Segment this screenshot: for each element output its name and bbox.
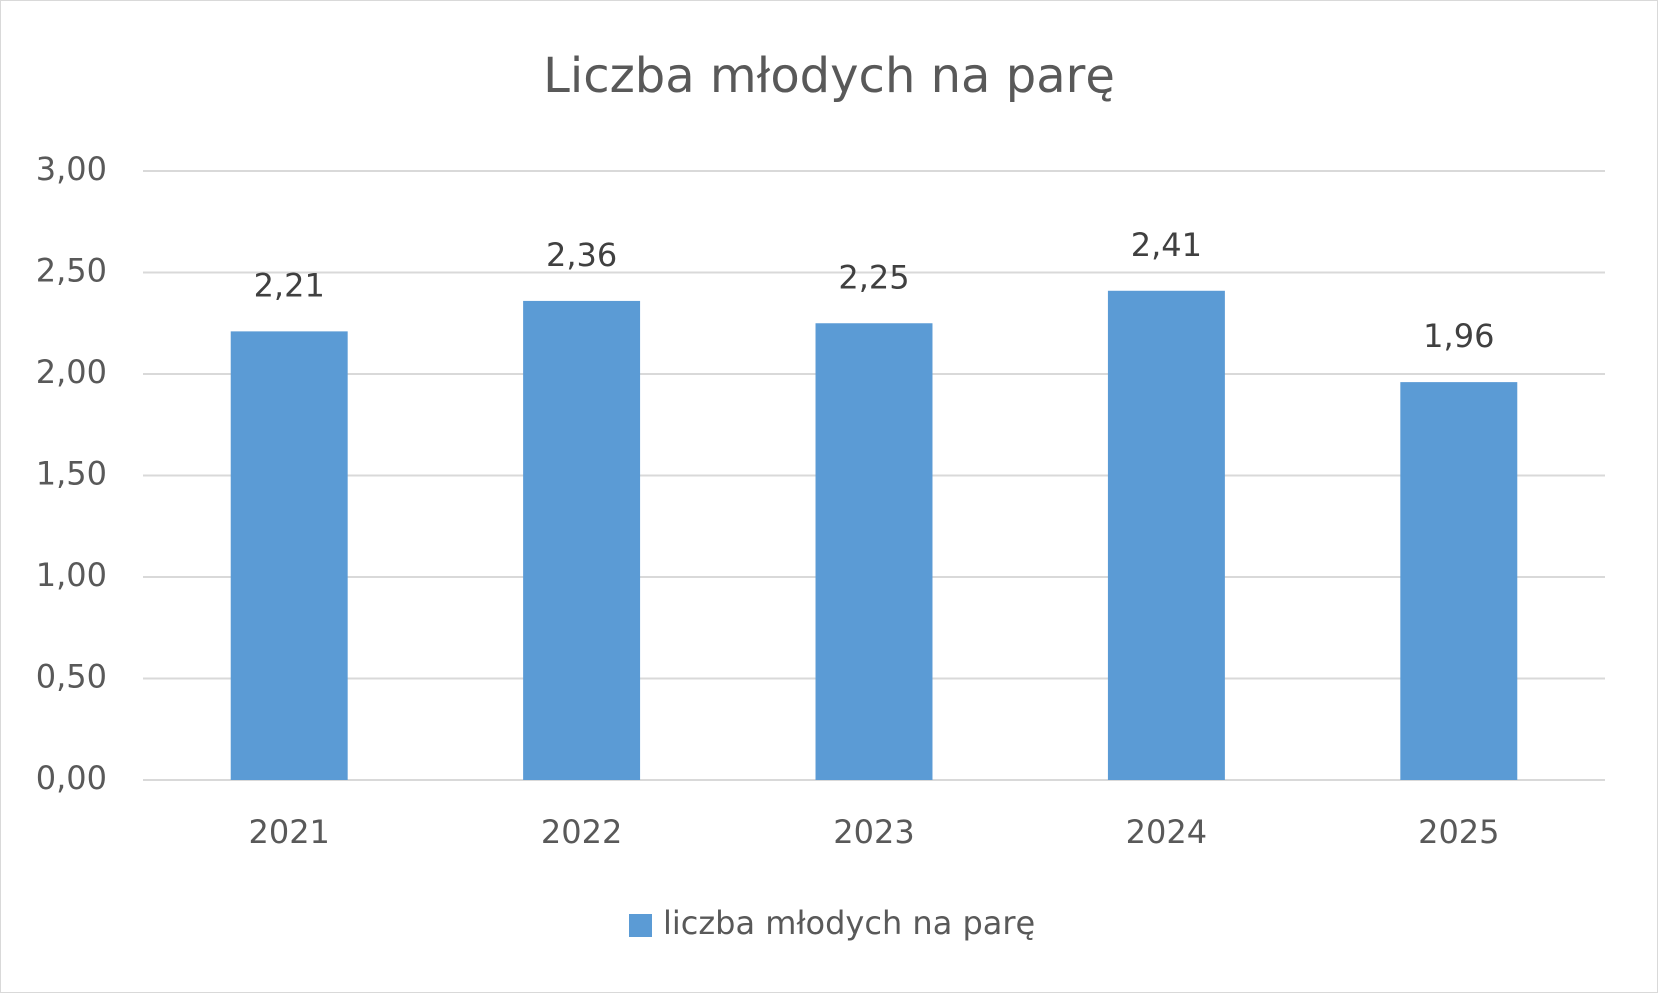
y-tick-label: 3,00: [36, 150, 107, 188]
data-label: 2,36: [546, 236, 617, 274]
chart-title: Liczba młodych na parę: [543, 48, 1115, 104]
data-label: 2,25: [838, 258, 909, 296]
data-label: 2,41: [1131, 226, 1202, 264]
x-tick-label: 2024: [1126, 813, 1207, 851]
y-tick-label: 2,50: [36, 252, 107, 290]
bar: [230, 331, 348, 780]
y-tick-label: 0,50: [36, 658, 107, 696]
x-tick-label: 2021: [248, 813, 329, 851]
y-tick-label: 2,00: [36, 353, 107, 391]
x-tick-label: 2022: [541, 813, 622, 851]
bar: [1107, 290, 1225, 780]
y-tick-label: 0,00: [36, 759, 107, 797]
y-tick-label: 1,50: [36, 455, 107, 493]
bar: [523, 300, 641, 780]
x-tick-label: 2025: [1418, 813, 1499, 851]
legend-label: liczba młodych na parę: [663, 904, 1035, 942]
legend-swatch: [629, 914, 652, 937]
bar: [815, 323, 933, 780]
data-label: 1,96: [1423, 317, 1494, 355]
bar: [1400, 382, 1518, 780]
y-tick-label: 1,00: [36, 556, 107, 594]
x-tick-label: 2023: [833, 813, 914, 851]
data-label: 2,21: [254, 266, 325, 304]
